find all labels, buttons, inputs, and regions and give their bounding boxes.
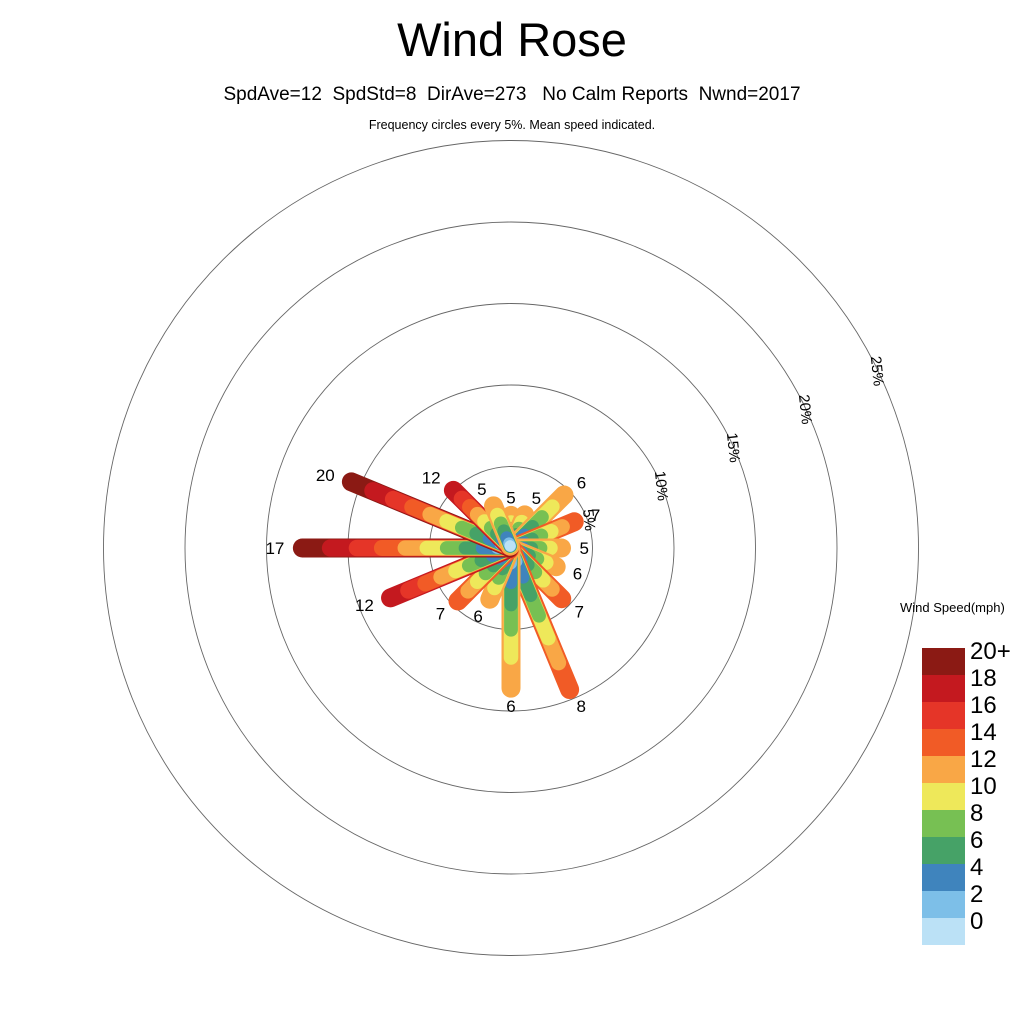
petal-mean-speed-label: 12 [422,469,441,488]
legend-color-swatch [922,810,965,838]
frequency-note: Frequency circles every 5%. Mean speed i… [368,118,656,132]
legend-entry: 20+ [922,638,1011,676]
legend-entry: 0 [922,908,983,946]
petal-mean-speed-label: 20 [316,466,335,485]
legend-entry: 16 [922,692,997,730]
wind-rose-spokes [292,472,584,700]
legend-color-swatch [922,702,965,730]
radial-tick-label: 10% [651,470,671,502]
legend-entry: 18 [922,665,997,703]
legend-color-swatch [922,648,965,676]
wind-speed-legend: 20+ 18 16 14 12 10 8 6 4 2 0 [922,638,1011,946]
radial-tick-labels: 5% 10% 15% 20% 25% [579,355,887,531]
radial-tick-label: 5% [579,508,598,531]
petal-mean-speed-label: 6 [473,607,482,626]
legend-color-swatch [922,783,965,811]
legend-entry-label: 14 [970,719,997,746]
legend-entry-label: 4 [970,854,984,881]
legend-entry: 6 [922,827,983,865]
frequency-ring [184,221,838,875]
legend-entry-label: 10 [970,773,997,800]
petal-mean-speed-label: 5 [477,480,486,499]
frequency-ring [103,140,919,956]
stats-line: SpdAve=12 SpdStd=8 DirAve=273 No Calm Re… [223,84,801,105]
legend-entry: 8 [922,800,983,838]
legend-entry-label: 6 [970,827,984,854]
legend-color-swatch [922,756,965,784]
legend-entry: 2 [922,881,983,919]
legend-entry: 12 [922,746,997,784]
legend-entry-label: 16 [970,692,997,719]
petal-mean-speed-label: 8 [577,697,586,716]
radial-tick-label: 20% [795,394,815,426]
radial-tick-label: 15% [723,432,743,464]
page-title: Wind Rose [397,13,627,66]
petal-mean-speed-label: 7 [436,605,445,624]
legend-color-swatch [922,864,965,892]
petal-mean-speed-label: 17 [265,539,284,558]
legend-entry-label: 12 [970,746,997,773]
legend-color-swatch [922,918,965,946]
petal-mean-speed-label: 6 [577,473,586,492]
legend-entry-label: 18 [970,665,997,692]
petal-mean-speed-label: 5 [580,539,589,558]
radial-tick-label: 25% [867,355,887,387]
legend-color-swatch [922,891,965,919]
legend-entry-label: 0 [970,908,984,935]
legend-entry-label: 2 [970,881,984,908]
frequency-ring [266,303,756,793]
petal-mean-speed-label: 5 [532,489,541,508]
legend-entry: 4 [922,854,983,892]
legend-entry: 14 [922,719,997,757]
legend-entry-label: 8 [970,800,984,827]
legend-entry: 10 [922,773,997,811]
petal-mean-speed-label: 6 [573,565,582,584]
petal-mean-speed-label: 5 [506,488,515,507]
legend-color-swatch [922,837,965,865]
petal-mean-speed-label: 6 [506,697,515,716]
petal-mean-speed-label: 7 [591,506,600,525]
legend-title: Wind Speed(mph) [900,600,1005,615]
petal-mean-speed-label: 7 [574,602,583,621]
wind-rose-petal [484,496,520,556]
petal-mean-speed-label: 12 [355,596,374,615]
legend-color-swatch [922,729,965,757]
legend-color-swatch [922,675,965,703]
legend-entry-label: 20+ [970,638,1011,665]
